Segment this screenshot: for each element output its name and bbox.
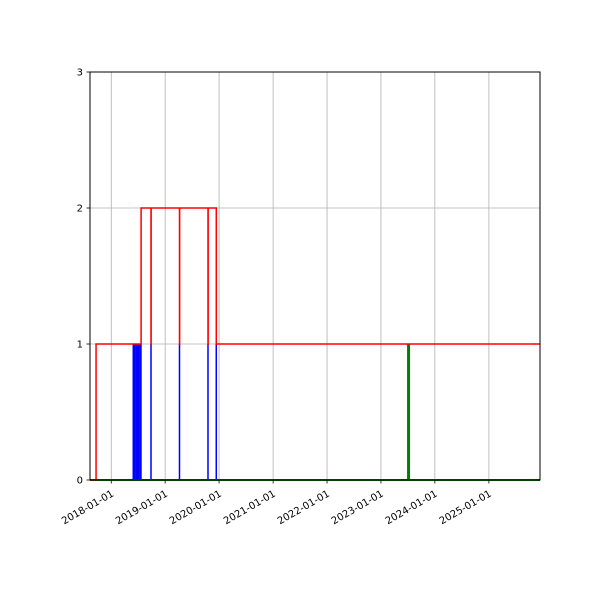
- y-tick-label: 1: [77, 340, 83, 351]
- x-tick-label: 2018-01-01: [60, 489, 116, 528]
- y-tick-label: 2: [77, 204, 83, 215]
- x-axis: 2018-01-012019-01-012020-01-012021-01-01…: [60, 480, 494, 528]
- y-tick-label: 3: [77, 68, 83, 79]
- x-tick-label: 2023-01-01: [330, 489, 386, 528]
- y-tick-label: 0: [77, 476, 83, 487]
- x-tick-label: 2025-01-01: [438, 489, 494, 528]
- x-tick-label: 2021-01-01: [222, 489, 278, 528]
- x-tick-label: 2022-01-01: [276, 489, 332, 528]
- axes-frame: [89, 71, 541, 481]
- x-tick-label: 2019-01-01: [114, 489, 170, 528]
- x-tick-label: 2020-01-01: [168, 489, 224, 528]
- y-axis: 0 1 2 3: [77, 68, 90, 487]
- x-tick-label: 2024-01-01: [384, 489, 440, 528]
- series-0-line: [90, 207, 540, 481]
- grid: [90, 71, 540, 481]
